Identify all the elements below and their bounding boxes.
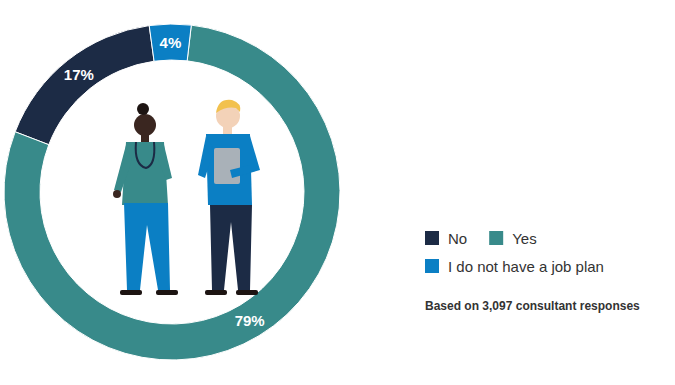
slices <box>4 24 340 360</box>
illustration-part <box>124 203 170 290</box>
illustration-part <box>136 142 155 168</box>
legend-item: Yes <box>489 230 536 247</box>
body: {"chart_data": {"type": "donut", "catego… <box>0 0 675 385</box>
legend-label: I do not have a job plan <box>448 258 604 275</box>
illustration-part <box>158 145 172 180</box>
legend-item: I do not have a job plan <box>425 258 604 275</box>
slice <box>4 25 340 360</box>
illustration-part <box>134 114 156 136</box>
legend: No Yes I do not have a job plan <box>425 230 604 275</box>
illustration-part <box>230 136 260 178</box>
legend-swatch <box>425 259 439 273</box>
data-label: 17% <box>64 66 94 83</box>
data-label: 4% <box>160 34 182 51</box>
slice <box>15 26 154 145</box>
illustration-part <box>236 290 258 295</box>
illustration <box>113 100 260 295</box>
legend-swatch <box>489 231 503 245</box>
illustration-part <box>216 100 240 113</box>
illustration-part <box>114 145 132 192</box>
legend-label: Yes <box>512 230 536 247</box>
illustration-part <box>122 142 168 205</box>
illustration-part <box>198 136 214 178</box>
data-labels: 17% 79% 4% <box>64 34 265 329</box>
legend-item: No <box>425 230 467 247</box>
legend-swatch <box>425 231 439 245</box>
chart-svg: 17% 79% 4% No Yes I do not have a job plan Bas… <box>0 0 675 385</box>
illustration-part <box>113 190 121 198</box>
illustration-part <box>156 290 178 295</box>
slice <box>149 24 191 61</box>
illustration-part <box>205 290 227 295</box>
data-label: 79% <box>235 312 265 329</box>
illustration-part <box>223 126 232 134</box>
illustration-part <box>120 290 142 295</box>
page: Chart html, body { margin: 0; padding: 0… <box>0 0 675 385</box>
illustration-part <box>214 148 240 184</box>
legend-label: No <box>448 230 467 247</box>
illustration-part <box>210 205 252 290</box>
annotation: Based on 3,097 consultant responses <box>425 299 640 313</box>
illustration-part <box>137 103 149 115</box>
illustration-part <box>141 134 149 142</box>
